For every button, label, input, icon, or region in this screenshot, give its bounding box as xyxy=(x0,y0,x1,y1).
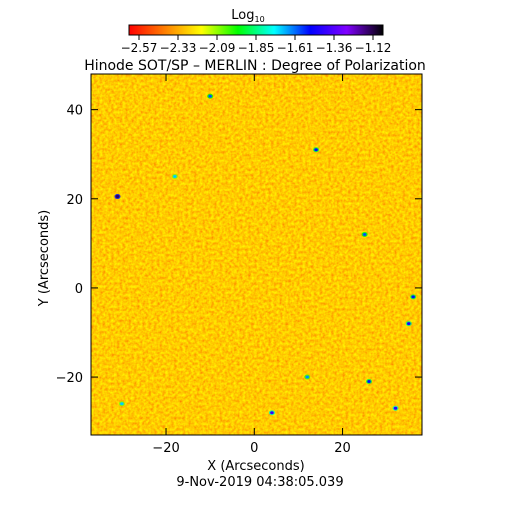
colorbar xyxy=(128,24,384,36)
colorbar-tick-label: −1.36 xyxy=(316,41,353,55)
y-axis-label: Y (Arcseconds) xyxy=(37,210,52,307)
colorbar-tick-label: −2.57 xyxy=(121,41,158,55)
colorbar-label: Log10 xyxy=(231,8,264,24)
patch-core xyxy=(393,406,398,410)
patch-core xyxy=(314,148,318,152)
y-tick-label: −20 xyxy=(56,371,83,386)
plot-frame xyxy=(90,73,423,436)
x-tick-label: 20 xyxy=(334,441,351,456)
patch-core xyxy=(270,411,274,415)
patch-core xyxy=(362,232,367,236)
patch-core xyxy=(367,380,371,384)
timestamp: 9-Nov-2019 04:38:05.039 xyxy=(176,475,343,490)
chart-title: Hinode SOT/SP – MERLIN : Degree of Polar… xyxy=(84,58,426,74)
heatmap-texture xyxy=(91,74,422,435)
colorbar-tick-label: −1.12 xyxy=(355,41,392,55)
patch-core xyxy=(305,375,310,379)
y-tick-label: 20 xyxy=(66,193,83,208)
patch-core xyxy=(406,322,411,326)
patch-core xyxy=(173,175,177,179)
y-tick-label: 40 xyxy=(66,104,83,119)
patch-core xyxy=(115,195,120,199)
patch-core xyxy=(120,402,124,406)
x-tick-label: 0 xyxy=(250,441,258,456)
polarization-patches xyxy=(114,93,417,416)
x-axis-label: X (Arcseconds) xyxy=(207,459,304,474)
y-tick-label: 0 xyxy=(75,282,83,297)
patch-core xyxy=(208,94,212,98)
x-tick-label: −20 xyxy=(152,441,179,456)
patch-core xyxy=(411,295,415,299)
colorbar-ticks: −2.57 −2.33 −2.09 −1.85 −1.61 −1.36 −1.12 xyxy=(121,35,392,55)
x-axis-ticks: −20 0 20 xyxy=(152,74,351,456)
colorbar-tick-label: −1.85 xyxy=(238,41,275,55)
colorbar-tick-label: −2.33 xyxy=(160,41,197,55)
colorbar-tick-label: −1.61 xyxy=(277,41,314,55)
y-axis-ticks: −20 0 20 40 xyxy=(56,104,422,386)
colorbar-tick-label: −2.09 xyxy=(199,41,236,55)
heatmap-image xyxy=(91,74,422,435)
